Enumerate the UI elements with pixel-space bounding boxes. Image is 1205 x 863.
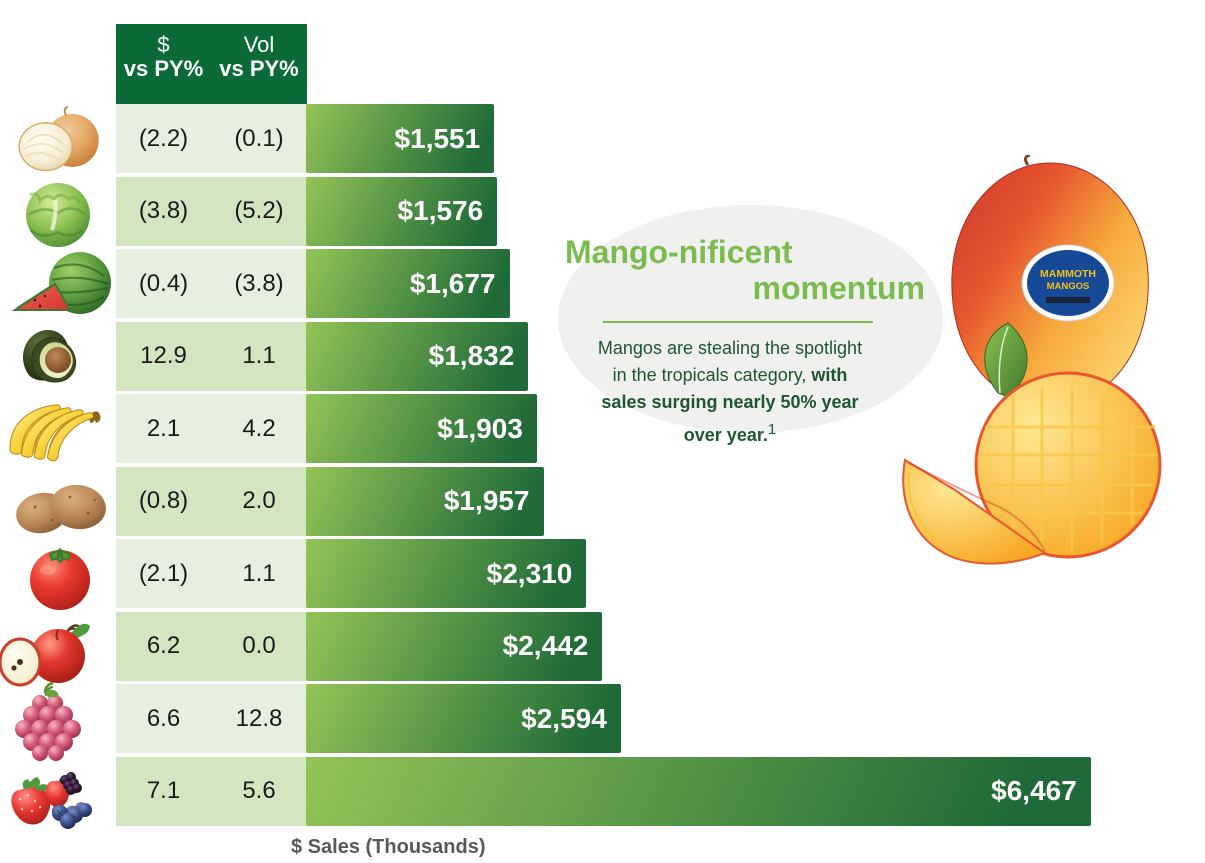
svg-text:MAMMOTH: MAMMOTH <box>1040 268 1096 280</box>
svg-text:MANGOS: MANGOS <box>1047 281 1090 292</box>
